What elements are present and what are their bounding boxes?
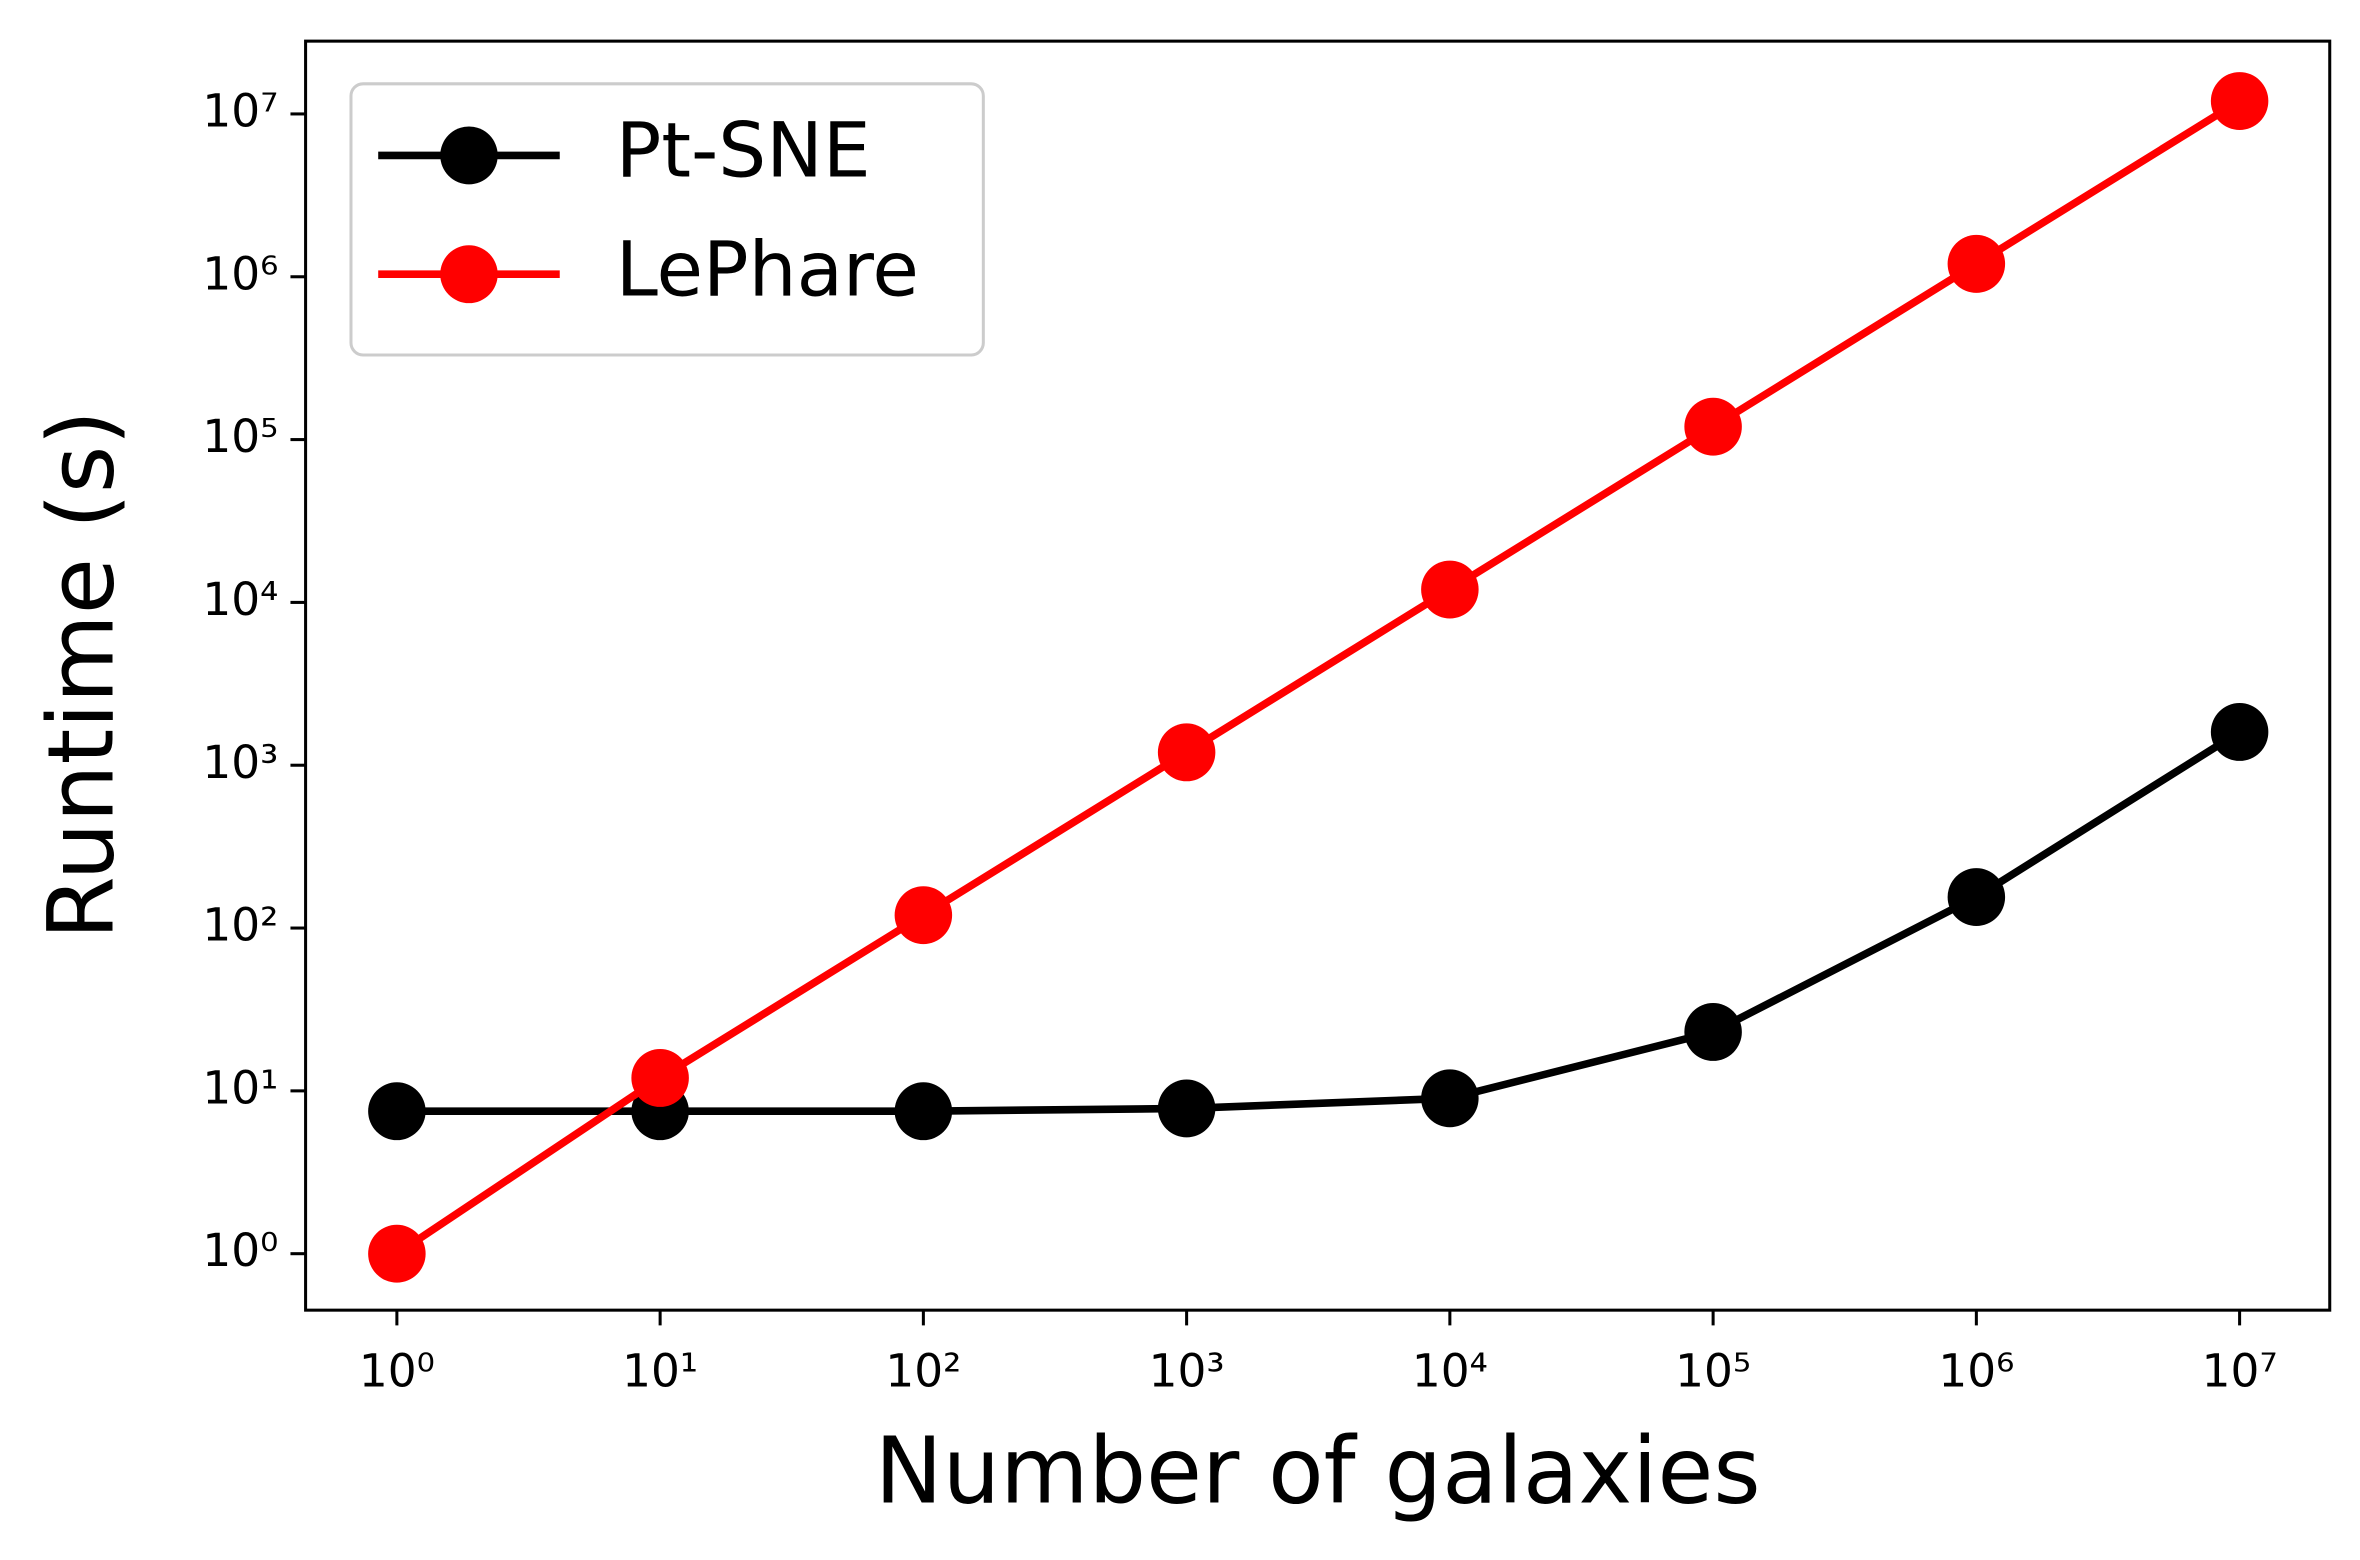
y-tick-label: 10⁵ (202, 410, 278, 463)
legend-marker (440, 126, 498, 185)
x-tick-label: 10¹ (622, 1345, 698, 1398)
data-point (368, 1224, 426, 1283)
y-tick-label: 10³ (202, 736, 278, 789)
data-point (894, 1082, 953, 1141)
data-point (1684, 1003, 1742, 1061)
legend-label: LePhare (616, 225, 919, 313)
x-tick-label: 10⁶ (1938, 1345, 2014, 1398)
x-tick-label: 10³ (1149, 1345, 1225, 1398)
x-tick-label: 10⁵ (1675, 1345, 1751, 1398)
data-point (631, 1049, 689, 1107)
data-point (894, 886, 953, 945)
x-axis-label: Number of galaxies (875, 1418, 1761, 1524)
data-point (2210, 703, 2269, 761)
y-tick-label: 10⁰ (202, 1224, 278, 1277)
x-tick-label: 10⁴ (1412, 1345, 1488, 1398)
y-axis-label: Runtime (s) (29, 410, 135, 940)
data-point (1421, 560, 1479, 619)
data-point (1947, 868, 2006, 927)
data-point (2210, 72, 2269, 130)
data-point (1947, 234, 2006, 293)
data-point (368, 1082, 426, 1141)
x-tick-label: 10⁷ (2202, 1345, 2278, 1398)
data-point (1157, 723, 1216, 782)
x-tick-label: 10² (885, 1345, 961, 1398)
legend-label: Pt-SNE (616, 106, 871, 194)
series-line (394, 97, 2242, 1257)
data-point (1421, 1069, 1479, 1128)
data-point (1157, 1079, 1216, 1138)
y-tick-label: 10⁶ (202, 247, 278, 300)
series-line (396, 728, 2242, 1116)
y-tick-label: 10² (202, 898, 278, 951)
x-tick-label: 10⁰ (359, 1345, 435, 1398)
plot-frame (304, 39, 2332, 1312)
data-point (1684, 397, 1742, 456)
y-tick-label: 10¹ (202, 1061, 278, 1114)
legend-marker (440, 245, 498, 304)
y-tick-label: 10⁴ (202, 573, 278, 626)
y-tick-label: 10⁷ (202, 84, 278, 137)
